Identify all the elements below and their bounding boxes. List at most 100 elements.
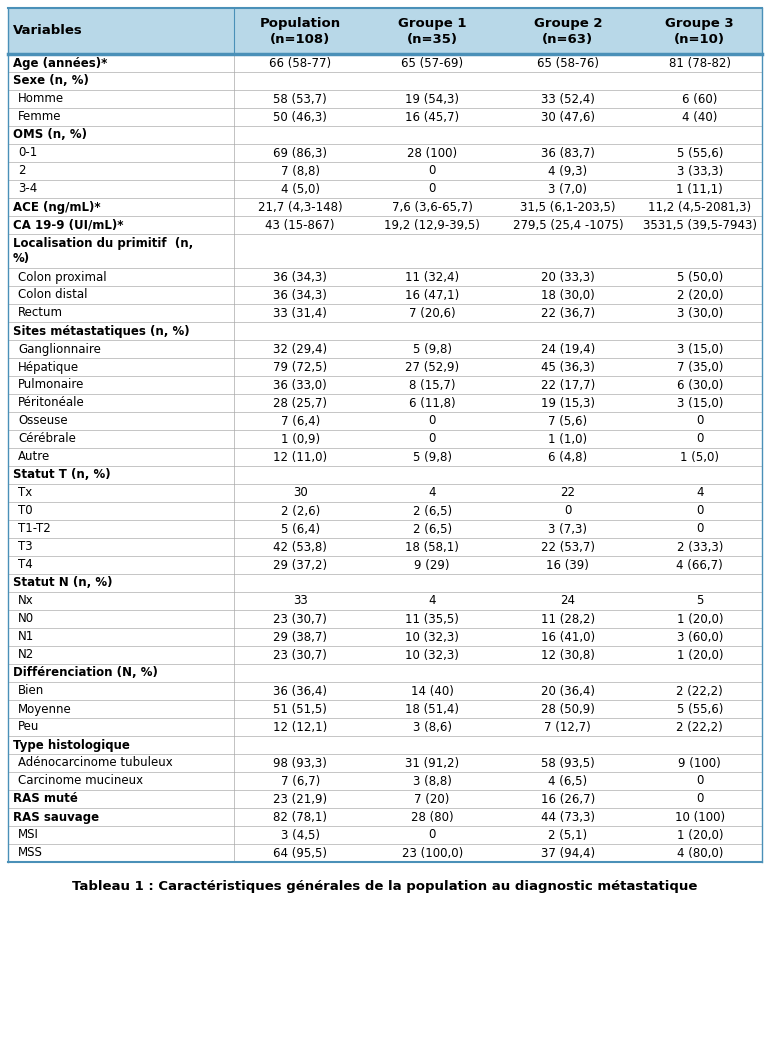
Bar <box>8 180 762 198</box>
Text: 3 (15,0): 3 (15,0) <box>677 342 723 355</box>
Bar <box>8 412 762 430</box>
Text: 22 (36,7): 22 (36,7) <box>541 307 595 319</box>
Text: CA 19-9 (UI/mL)*: CA 19-9 (UI/mL)* <box>13 219 123 231</box>
Bar <box>8 664 762 682</box>
Text: 9 (100): 9 (100) <box>678 757 721 769</box>
Text: 23 (30,7): 23 (30,7) <box>273 612 327 626</box>
Text: 65 (57-69): 65 (57-69) <box>401 56 464 70</box>
Text: 12 (11,0): 12 (11,0) <box>273 450 327 464</box>
Text: 28 (80): 28 (80) <box>411 811 454 823</box>
Text: Groupe 1
(n=35): Groupe 1 (n=35) <box>398 17 467 45</box>
Text: 1 (5,0): 1 (5,0) <box>681 450 719 464</box>
Text: Homme: Homme <box>18 93 64 106</box>
Bar <box>8 682 762 700</box>
Text: 2 (22,2): 2 (22,2) <box>676 685 723 698</box>
Text: Type histologique: Type histologique <box>13 739 130 752</box>
Text: 4: 4 <box>696 486 704 500</box>
Text: 7 (6,4): 7 (6,4) <box>280 414 320 427</box>
Text: 5 (6,4): 5 (6,4) <box>280 522 320 536</box>
Text: 1 (20,0): 1 (20,0) <box>677 612 723 626</box>
Text: 45 (36,3): 45 (36,3) <box>541 360 594 373</box>
Text: ACE (ng/mL)*: ACE (ng/mL)* <box>13 201 101 214</box>
Text: 36 (34,3): 36 (34,3) <box>273 289 327 301</box>
Bar <box>8 430 762 448</box>
Text: Bien: Bien <box>18 685 44 698</box>
Text: 3 (7,0): 3 (7,0) <box>548 183 588 196</box>
Text: 0: 0 <box>696 793 704 805</box>
Text: 36 (33,0): 36 (33,0) <box>273 378 327 391</box>
Text: 23 (100,0): 23 (100,0) <box>401 847 463 859</box>
Text: 33 (31,4): 33 (31,4) <box>273 307 327 319</box>
Text: 5: 5 <box>696 594 704 608</box>
Bar <box>8 790 762 808</box>
Text: 69 (86,3): 69 (86,3) <box>273 147 327 160</box>
Text: 9 (29): 9 (29) <box>414 558 450 572</box>
Text: 4 (66,7): 4 (66,7) <box>676 558 723 572</box>
Bar <box>8 126 762 144</box>
Text: %): %) <box>13 252 30 265</box>
Text: 23 (21,9): 23 (21,9) <box>273 793 327 805</box>
Text: 6 (60): 6 (60) <box>682 93 718 106</box>
Text: Différenciation (N, %): Différenciation (N, %) <box>13 667 158 680</box>
Text: 5 (9,8): 5 (9,8) <box>413 342 452 355</box>
Text: 1 (20,0): 1 (20,0) <box>677 829 723 841</box>
Text: 4 (5,0): 4 (5,0) <box>281 183 320 196</box>
Text: 20 (33,3): 20 (33,3) <box>541 271 594 283</box>
Text: 23 (30,7): 23 (30,7) <box>273 649 327 662</box>
Text: 24: 24 <box>561 594 575 608</box>
Text: RAS muté: RAS muté <box>13 793 78 805</box>
Text: 66 (58-77): 66 (58-77) <box>269 56 331 70</box>
Text: 33: 33 <box>293 594 307 608</box>
Text: 28 (25,7): 28 (25,7) <box>273 396 327 409</box>
Text: 22 (17,7): 22 (17,7) <box>541 378 595 391</box>
Text: 4 (80,0): 4 (80,0) <box>677 847 723 859</box>
Text: Population
(n=108): Population (n=108) <box>259 17 341 45</box>
Text: Tableau 1 : Caractéristiques générales de la population au diagnostic métastatiq: Tableau 1 : Caractéristiques générales d… <box>72 880 698 893</box>
Bar <box>8 322 762 340</box>
Text: 82 (78,1): 82 (78,1) <box>273 811 327 823</box>
Text: 2 (5,1): 2 (5,1) <box>548 829 588 841</box>
Text: 58 (93,5): 58 (93,5) <box>541 757 594 769</box>
Text: Cérébrale: Cérébrale <box>18 432 76 445</box>
Text: Age (années)*: Age (années)* <box>13 56 107 70</box>
Text: 14 (40): 14 (40) <box>410 685 454 698</box>
Text: 36 (34,3): 36 (34,3) <box>273 271 327 283</box>
Text: 0: 0 <box>696 522 704 536</box>
Bar <box>8 646 762 664</box>
Bar <box>8 538 762 556</box>
Text: 2 (2,6): 2 (2,6) <box>280 504 320 518</box>
Text: Hépatique: Hépatique <box>18 360 79 373</box>
Text: 5 (55,6): 5 (55,6) <box>677 703 723 716</box>
Bar <box>8 718 762 736</box>
Text: RAS sauvage: RAS sauvage <box>13 811 99 823</box>
Text: 5 (9,8): 5 (9,8) <box>413 450 452 464</box>
Text: 33 (52,4): 33 (52,4) <box>541 93 594 106</box>
Bar <box>8 808 762 826</box>
Bar <box>8 628 762 646</box>
Text: 6 (4,8): 6 (4,8) <box>548 450 588 464</box>
Text: 44 (73,3): 44 (73,3) <box>541 811 595 823</box>
Text: Peu: Peu <box>18 721 39 734</box>
Text: N2: N2 <box>18 649 34 662</box>
Text: 19,2 (12,9-39,5): 19,2 (12,9-39,5) <box>384 219 480 231</box>
Text: 0-1: 0-1 <box>18 147 37 160</box>
Text: 11 (32,4): 11 (32,4) <box>405 271 459 283</box>
Text: 42 (53,8): 42 (53,8) <box>273 540 327 554</box>
Text: 4 (9,3): 4 (9,3) <box>548 165 588 178</box>
Bar <box>8 610 762 628</box>
Text: 6 (11,8): 6 (11,8) <box>409 396 455 409</box>
Text: 10 (100): 10 (100) <box>675 811 725 823</box>
Text: 3 (15,0): 3 (15,0) <box>677 396 723 409</box>
Bar <box>8 448 762 466</box>
Bar <box>8 144 762 162</box>
Text: 7 (12,7): 7 (12,7) <box>544 721 591 734</box>
Bar <box>8 574 762 592</box>
Bar <box>8 466 762 484</box>
Text: Pulmonaire: Pulmonaire <box>18 378 85 391</box>
Text: N1: N1 <box>18 630 34 644</box>
Text: 8 (15,7): 8 (15,7) <box>409 378 455 391</box>
Text: 43 (15-867): 43 (15-867) <box>266 219 335 231</box>
Text: 5 (55,6): 5 (55,6) <box>677 147 723 160</box>
Bar <box>8 108 762 126</box>
Text: Sexe (n, %): Sexe (n, %) <box>13 74 89 88</box>
